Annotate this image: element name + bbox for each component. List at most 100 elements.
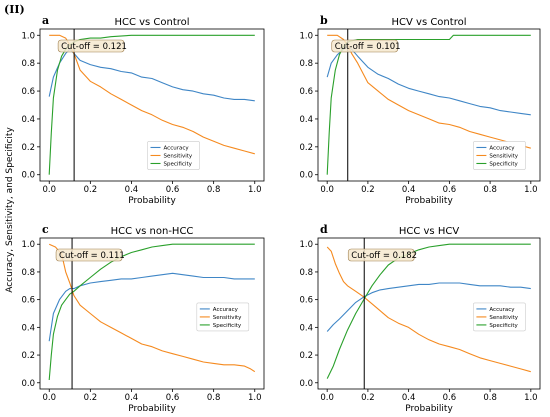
x-tick-label: 0.6 (166, 185, 180, 195)
x-tick-label: 0.4 (402, 393, 416, 403)
cutoff-label-box (331, 39, 399, 53)
x-tick-label: 0.4 (125, 393, 139, 403)
panel-letter: a (42, 14, 49, 27)
cutoff-label: Cut-off = 0.101 (335, 42, 401, 52)
series-line-accuracy (326, 282, 531, 332)
series-line-specificity (326, 34, 531, 175)
y-tick-label: 0.0 (299, 171, 313, 181)
x-tick-label: 1.0 (248, 185, 262, 195)
series-line-specificity (48, 34, 255, 175)
x-tick-label: 0.6 (166, 393, 180, 403)
cutoff-label-box (57, 39, 125, 53)
y-tick-label: 0.4 (21, 115, 35, 125)
y-tick-label: 0.4 (21, 323, 35, 333)
legend-box (473, 141, 526, 170)
legend-label: Accuracy (489, 145, 515, 151)
x-tick-label: 0.0 (42, 185, 56, 195)
panel-letter: b (320, 14, 328, 27)
y-tick-label: 0.8 (21, 268, 35, 278)
y-tick-label: 0.2 (21, 143, 35, 153)
y-tick-label: 0.8 (299, 268, 313, 278)
x-tick-label: 0.2 (84, 393, 98, 403)
panel-title: HCV vs Control (392, 17, 467, 28)
series-line-specificity (48, 243, 255, 381)
panel-letter: d (320, 223, 328, 236)
y-tick-label: 1.0 (299, 240, 313, 250)
series-line-sensitivity (48, 243, 256, 373)
legend-label: Specificity (164, 161, 193, 167)
y-tick-label: 0.8 (21, 59, 35, 69)
y-tick-label: 1.0 (21, 31, 35, 41)
x-axis-label: Probability (405, 404, 453, 414)
cutoff-label-box (55, 248, 123, 262)
series-line-sensitivity (326, 246, 531, 373)
legend-label: Sensitivity (489, 315, 518, 321)
x-tick-label: 0.0 (320, 185, 334, 195)
chart-panels: 0.0 0.2 0.4 0.6 0.8 1.0 0.0 0.2 0.4 0.6 0.8 1.0 Cut-… (21, 14, 541, 414)
y-tick-label: 0.2 (299, 143, 313, 153)
plot-frame (39, 28, 265, 182)
x-tick-label: 1.0 (524, 393, 538, 403)
x-axis-label: Probability (405, 196, 453, 206)
series-line-sensitivity (49, 34, 255, 155)
series-line-accuracy (326, 45, 531, 116)
legend: Accuracy Sensitivity Specificity (147, 141, 200, 170)
legend-label: Sensitivity (489, 153, 518, 159)
x-tick-label: 0.4 (125, 185, 139, 195)
y-tick-label: 0.2 (21, 351, 35, 361)
y-tick-label: 0.6 (299, 87, 313, 97)
chart-panel-a: 0.0 0.2 0.4 0.6 0.8 1.0 0.0 0.2 0.4 0.6 0.8 1.0 Cut-… (21, 14, 265, 206)
legend-label: Sensitivity (213, 315, 242, 321)
x-tick-label: 0.4 (402, 185, 416, 195)
legend-label: Specificity (489, 323, 518, 329)
x-tick-label: 0.2 (361, 393, 375, 403)
x-tick-label: 0.8 (207, 393, 221, 403)
panel-title: HCC vs Control (114, 17, 189, 28)
y-tick-label: 0.8 (299, 59, 313, 69)
legend-label: Specificity (213, 323, 242, 329)
plot-frame (317, 237, 541, 390)
shared-y-axis-label: Accuracy, Sensitivity, and Specificity (5, 127, 15, 293)
x-tick-label: 1.0 (524, 185, 538, 195)
chart-panel-d: 0.0 0.2 0.4 0.6 0.8 1.0 0.0 0.2 0.4 0.6 0.8 1.0 Cut-… (299, 223, 541, 414)
x-tick-label: 0.2 (84, 185, 98, 195)
series-line-accuracy (48, 272, 255, 342)
legend-label: Specificity (489, 161, 518, 167)
legend-label: Accuracy (164, 145, 190, 151)
y-tick-label: 1.0 (21, 240, 35, 250)
panel-title: HCC vs HCV (399, 226, 459, 237)
chart-panel-b: 0.0 0.2 0.4 0.6 0.8 1.0 0.0 0.2 0.4 0.6 0.8 1.0 Cut-… (299, 14, 541, 206)
legend-box (196, 302, 250, 332)
x-tick-label: 0.8 (483, 185, 497, 195)
legend: Accuracy Sensitivity Specificity (473, 141, 526, 170)
y-tick-label: 0.6 (21, 296, 35, 306)
cutoff-label: Cut-off = 0.182 (351, 251, 417, 261)
legend: Accuracy Sensitivity Specificity (196, 302, 250, 332)
x-tick-label: 0.6 (443, 185, 457, 195)
cutoff-label: Cut-off = 0.111 (59, 251, 125, 261)
panel-title: HCC vs non-HCC (111, 226, 194, 237)
plot-frame (317, 28, 541, 182)
plot-frame (39, 237, 265, 390)
legend-box (147, 141, 200, 170)
cutoff-label: Cut-off = 0.121 (61, 42, 127, 52)
chart-panel-c: 0.0 0.2 0.4 0.6 0.8 1.0 0.0 0.2 0.4 0.6 0.8 1.0 Cut-… (21, 223, 265, 414)
legend-label: Sensitivity (164, 153, 193, 159)
y-tick-label: 0.4 (299, 115, 313, 125)
y-tick-label: 0.4 (299, 323, 313, 333)
x-axis-label: Probability (128, 404, 176, 414)
y-tick-label: 0.2 (299, 351, 313, 361)
x-tick-label: 0.6 (443, 393, 457, 403)
panel-letter: c (42, 223, 49, 236)
cutoff-label-box (347, 248, 415, 262)
x-tick-label: 1.0 (248, 393, 262, 403)
y-tick-label: 0.6 (299, 296, 313, 306)
y-tick-label: 0.0 (21, 379, 35, 389)
legend-label: Accuracy (213, 307, 239, 313)
legend: Accuracy Sensitivity Specificity (473, 302, 526, 332)
y-tick-label: 0.0 (299, 379, 313, 389)
x-tick-label: 0.0 (320, 393, 334, 403)
x-axis-label: Probability (128, 196, 176, 206)
x-tick-label: 0.8 (483, 393, 497, 403)
y-tick-label: 0.0 (21, 171, 35, 181)
